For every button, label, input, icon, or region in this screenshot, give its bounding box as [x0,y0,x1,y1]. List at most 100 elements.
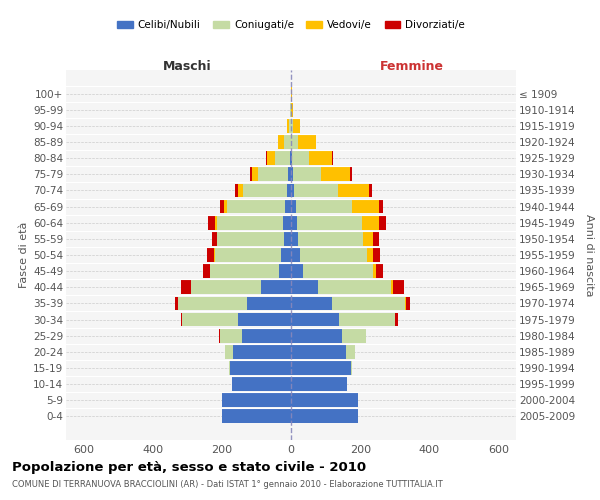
Bar [233,345,291,358]
Bar [207,248,214,262]
Bar [292,103,293,117]
Bar [220,200,223,213]
Bar [395,312,398,326]
Bar [291,152,292,165]
Bar [175,296,178,310]
Bar [182,312,238,326]
Bar [391,280,393,294]
Bar [227,200,285,213]
Bar [318,280,391,294]
Bar [379,200,383,213]
Bar [362,216,379,230]
Bar [291,377,347,391]
Bar [242,184,287,198]
Bar [373,232,379,245]
Bar [285,200,291,213]
Bar [275,152,290,165]
Bar [223,200,227,213]
Bar [291,119,293,133]
Bar [290,103,291,117]
Bar [287,184,291,198]
Bar [284,135,290,149]
Bar [278,135,284,149]
Bar [291,168,293,181]
Bar [373,264,376,278]
Bar [346,345,355,358]
Bar [291,87,292,101]
Bar [291,232,298,245]
Bar [223,394,291,407]
Bar [292,152,308,165]
Bar [267,152,275,165]
Bar [242,329,291,342]
Bar [393,280,404,294]
Bar [291,329,342,342]
Bar [266,152,267,165]
Bar [203,264,211,278]
Bar [258,168,288,181]
Bar [279,264,291,278]
Bar [379,216,386,230]
Bar [300,248,367,262]
Bar [293,168,322,181]
Bar [350,361,352,375]
Bar [339,312,395,326]
Bar [212,232,217,245]
Bar [291,410,358,423]
Bar [284,232,291,245]
Bar [291,394,358,407]
Bar [291,264,303,278]
Bar [338,184,369,198]
Text: Popolazione per età, sesso e stato civile - 2010: Popolazione per età, sesso e stato civil… [12,462,366,474]
Bar [232,377,291,391]
Bar [217,232,284,245]
Bar [303,264,373,278]
Bar [376,264,383,278]
Bar [406,296,410,310]
Bar [208,216,215,230]
Text: Femmine: Femmine [380,60,444,72]
Bar [235,184,238,198]
Bar [230,361,291,375]
Bar [405,296,406,310]
Bar [291,200,296,213]
Bar [350,168,352,181]
Bar [296,200,352,213]
Bar [352,200,379,213]
Bar [217,216,283,230]
Bar [220,329,242,342]
Bar [283,216,291,230]
Bar [369,184,372,198]
Bar [332,152,333,165]
Bar [225,345,233,358]
Bar [238,184,242,198]
Bar [287,119,289,133]
Bar [322,168,350,181]
Bar [298,135,316,149]
Bar [291,345,346,358]
Bar [214,248,215,262]
Bar [297,216,362,230]
Bar [250,168,251,181]
Bar [294,184,338,198]
Text: Maschi: Maschi [163,60,211,72]
Bar [260,280,291,294]
Bar [291,184,294,198]
Y-axis label: Anni di nascita: Anni di nascita [584,214,594,296]
Bar [366,329,367,342]
Bar [290,152,291,165]
Bar [367,248,373,262]
Legend: Celibi/Nubili, Coniugati/e, Vedovi/e, Divorziati/e: Celibi/Nubili, Coniugati/e, Vedovi/e, Di… [113,16,469,34]
Bar [215,216,217,230]
Bar [229,361,230,375]
Bar [288,168,291,181]
Bar [291,296,332,310]
Bar [247,296,291,310]
Bar [181,280,191,294]
Bar [178,296,247,310]
Bar [373,248,380,262]
Bar [211,264,279,278]
Bar [289,119,291,133]
Bar [363,232,373,245]
Y-axis label: Fasce di età: Fasce di età [19,222,29,288]
